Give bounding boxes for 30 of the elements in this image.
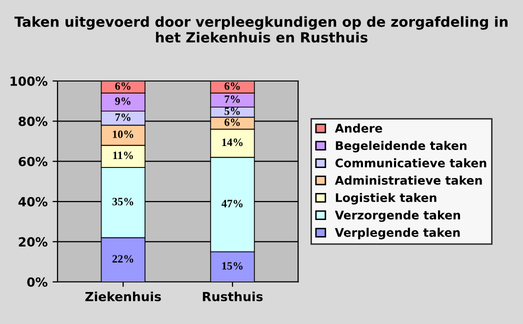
y-tick-label: 0% bbox=[27, 277, 48, 287]
chart-title: Taken uitgevoerd door verpleegkundigen op de zorgafdeling in het Ziekenhuis en Rusthuis bbox=[14, 16, 508, 43]
data-label: 6% bbox=[224, 118, 240, 126]
data-label: 6% bbox=[224, 82, 240, 90]
data-label: 11% bbox=[113, 152, 133, 160]
legend-label: Logistiek taken bbox=[336, 192, 436, 204]
data-label: 9% bbox=[115, 97, 130, 105]
x-tick-label: Rusthuis bbox=[202, 292, 263, 302]
x-tick-label: Ziekenhuis bbox=[85, 292, 161, 302]
legend-label: Verplegende taken bbox=[334, 228, 460, 240]
data-label: 22% bbox=[112, 255, 134, 263]
data-label: 10% bbox=[112, 130, 134, 138]
y-tick-label: 40% bbox=[18, 197, 48, 206]
legend-label: Begeleidende taken bbox=[336, 140, 466, 152]
legend-label: Verzorgende taken bbox=[334, 210, 460, 222]
data-label: 47% bbox=[222, 200, 243, 208]
y-tick-label: 20% bbox=[18, 237, 48, 247]
data-label: 6% bbox=[115, 82, 130, 90]
y-tick-label: 80% bbox=[18, 116, 48, 126]
legend-label: Andere bbox=[334, 124, 382, 133]
y-tick-label: 60% bbox=[18, 156, 48, 166]
y-tick-label: 100% bbox=[10, 76, 48, 86]
data-label: 14% bbox=[222, 138, 243, 146]
data-label: 35% bbox=[112, 198, 134, 206]
legend-label: Administratieve taken bbox=[334, 176, 482, 185]
data-label: 15% bbox=[222, 262, 243, 270]
legend-label: Communicatieve taken bbox=[335, 158, 486, 168]
data-label: 5% bbox=[224, 107, 240, 115]
data-label: 7% bbox=[224, 95, 240, 103]
data-label: 7% bbox=[115, 113, 130, 121]
